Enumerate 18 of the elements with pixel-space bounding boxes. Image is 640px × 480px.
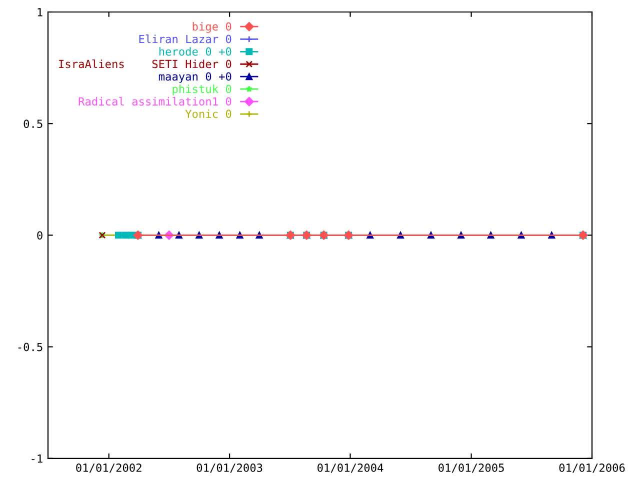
legend-label: maayan 0 +0 [158,72,232,83]
x-tick-label: 01/01/2006 [559,464,625,473]
y-tick-label: 0.5 [24,120,42,128]
legend-label: Radical assimilation1 0 [78,96,232,106]
legend-label: Eliran Lazar 0 [139,34,232,44]
x-tick-label: 01/01/2002 [76,464,142,473]
legend-label: IsraAliens SETI Hider 0 [59,60,232,68]
y-tick-label: -0.5 [18,342,42,352]
x-tick-label: 01/01/2003 [196,464,262,473]
x-tick-label: 01/01/2005 [438,464,504,473]
legend-label: herode 0 +0 [159,47,232,56]
legend-label: bige 0 [192,22,232,33]
y-tick-label: -1 [32,454,42,463]
legend-label: Yonic 0 [185,109,232,118]
legend-label: phistuk 0 [172,84,232,96]
y-tick-label: 0 [37,231,42,240]
x-tick-label: 01/01/2004 [318,464,384,473]
y-tick-label: 1 [38,8,42,16]
